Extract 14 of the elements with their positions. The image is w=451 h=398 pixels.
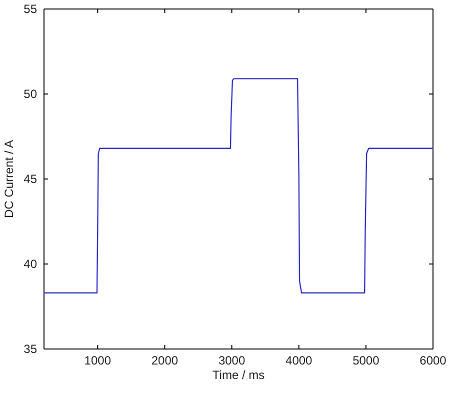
y-tick-label: 50	[24, 86, 38, 101]
x-tick-label: 6000	[420, 354, 447, 368]
y-axis-title: DC Current / A	[2, 140, 16, 218]
x-tick-label: 1000	[84, 354, 112, 368]
x-tick-label: 4000	[286, 354, 313, 368]
y-tick-label: 45	[24, 172, 38, 186]
x-tick-label: 5000	[352, 354, 380, 368]
line-series	[43, 78, 434, 294]
y-tick-label: 55	[24, 2, 38, 16]
y-tick-label: 40	[24, 256, 38, 271]
x-tick-label: 2000	[151, 354, 178, 368]
x-tick-label: 3000	[218, 354, 246, 368]
y-tick-label: 35	[24, 342, 38, 356]
x-axis-title: Time / ms	[212, 368, 265, 382]
